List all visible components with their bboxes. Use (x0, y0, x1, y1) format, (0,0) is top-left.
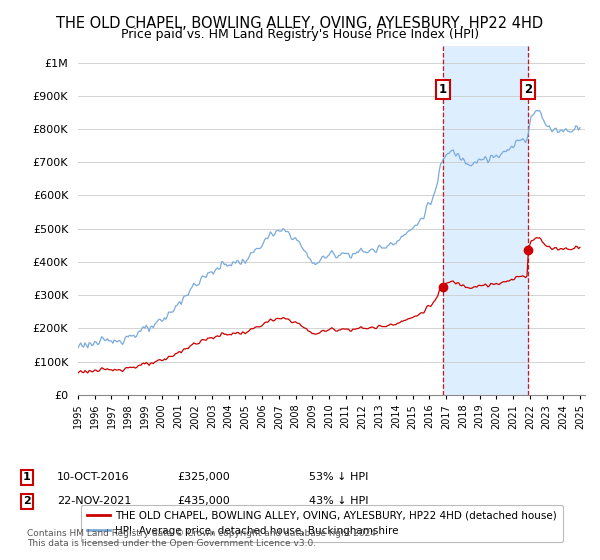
Text: 2: 2 (524, 83, 532, 96)
Text: 22-NOV-2021: 22-NOV-2021 (57, 496, 131, 506)
Text: 43% ↓ HPI: 43% ↓ HPI (309, 496, 368, 506)
Text: 2: 2 (23, 496, 31, 506)
Text: 1: 1 (23, 472, 31, 482)
Text: THE OLD CHAPEL, BOWLING ALLEY, OVING, AYLESBURY, HP22 4HD: THE OLD CHAPEL, BOWLING ALLEY, OVING, AY… (56, 16, 544, 31)
Text: Contains HM Land Registry data © Crown copyright and database right 2024.
This d: Contains HM Land Registry data © Crown c… (27, 529, 379, 548)
Text: 1: 1 (439, 83, 446, 96)
Text: £325,000: £325,000 (177, 472, 230, 482)
Text: 53% ↓ HPI: 53% ↓ HPI (309, 472, 368, 482)
Text: 10-OCT-2016: 10-OCT-2016 (57, 472, 130, 482)
Legend: THE OLD CHAPEL, BOWLING ALLEY, OVING, AYLESBURY, HP22 4HD (detached house), HPI:: THE OLD CHAPEL, BOWLING ALLEY, OVING, AY… (80, 505, 563, 542)
Text: Price paid vs. HM Land Registry's House Price Index (HPI): Price paid vs. HM Land Registry's House … (121, 28, 479, 41)
Text: £435,000: £435,000 (177, 496, 230, 506)
Bar (443, 46, 528, 395)
